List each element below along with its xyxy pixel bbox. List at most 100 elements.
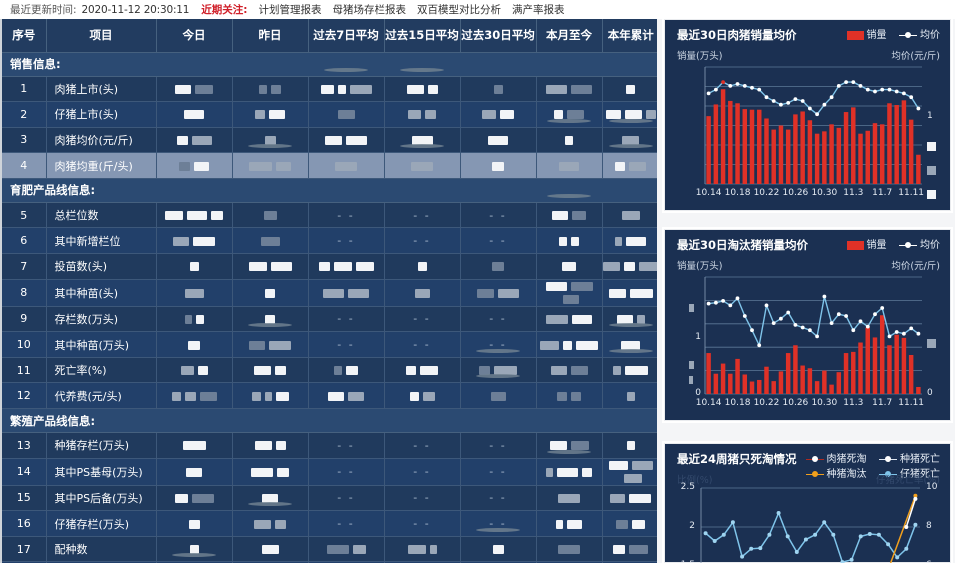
table-cell [232,76,309,103]
redacted-value [189,262,199,272]
table-row[interactable]: 7 投苗数(头) [2,253,657,280]
table-row[interactable]: 1 肉猪上市(头) [2,76,657,103]
link-double-hundred-model[interactable]: 双百模型对比分析 [416,4,501,16]
table-cell [156,76,233,103]
redacted-value [552,211,568,221]
table-cell [536,152,603,179]
line-swatch-icon [805,455,824,464]
x-axis-tick: 10.22 [753,398,780,408]
table-row[interactable]: 16 仔猪存栏(万头) - - - - - - [2,510,657,537]
table-cell [602,510,657,537]
redacted-value [629,288,653,298]
table-cell [602,76,657,103]
table-row[interactable]: 10 其中种苗(万头) - - - - - - [2,331,657,358]
col-today: 今日 [156,19,233,53]
col-yesterday: 昨日 [232,19,309,53]
table-cell [460,152,537,179]
x-axis-tick: 10.18 [724,188,751,198]
legend-item-breeder-death[interactable]: 种猪死亡 [879,450,940,465]
link-capacity-rate-report[interactable]: 满产率报表 [511,4,565,16]
link-plan-report[interactable]: 计划管理报表 [258,4,322,16]
table-cell [156,458,233,486]
table-row[interactable]: 12 代养费(元/头) [2,382,657,410]
table-row[interactable]: 17 配种数 [2,536,657,563]
table-cell [602,485,657,512]
table-cell [156,561,233,563]
legend-item-breeder-cull[interactable]: 种猪淘汰 [805,465,867,480]
redacted-value [334,366,342,376]
table-cell [156,306,233,333]
link-sow-inventory-report[interactable]: 母猪场存栏报表 [332,4,406,16]
table-row[interactable]: 5 总栏位数 - - - - - - [2,202,657,229]
empty-value: - - [337,208,355,222]
chart-cull-sales-svg [704,276,922,395]
metrics-table-panel: 序号 项目 今日 昨日 过去7日平均 过去15日平均 过去30日平均 本月至今 … [0,19,657,563]
table-cell [232,536,309,563]
table-cell [156,485,233,512]
chart1-legend: 销量 均价 [838,26,940,41]
table-row[interactable]: 15 其中PS后备(万头) - - - - - - [2,485,657,512]
table-cell [536,127,603,154]
table-row[interactable]: 8 其中种苗(头) [2,279,657,307]
legend-item-sales-volume[interactable]: 销量 [846,236,887,251]
table-row[interactable]: 6 其中新增栏位 - - - - - - [2,227,657,255]
redacted-value [572,211,586,221]
table-row[interactable]: 14 其中PS基母(万头) - - - - - - [2,458,657,486]
table-cell: - - [460,306,537,333]
table-cell [308,152,385,179]
redacted-value [546,467,553,477]
x-axis-tick: 10.14 [695,188,722,198]
empty-value: - - [337,338,355,352]
table-cell [384,152,461,179]
empty-value: - - [489,465,507,479]
table-row[interactable]: 4 肉猪均重(斤/头) [2,152,657,179]
redacted-value [571,236,579,246]
chart2-y2-axis-label: 均价(元/斤) [891,261,940,272]
table-cell [232,485,309,512]
redacted-axis-tick [927,166,936,175]
redacted-value [275,519,286,529]
redacted-value [188,519,200,529]
redacted-value [636,314,645,324]
metrics-table: 序号 项目 今日 昨日 过去7日平均 过去15日平均 过去30日平均 本月至今 … [2,19,657,563]
chart-mortality-24w-svg [700,487,920,563]
table-row[interactable]: 11 死亡率(%) [2,357,657,384]
redacted-value [603,262,621,272]
table-cell [232,279,309,307]
redacted-value [621,340,641,350]
legend-item-piglet-death[interactable]: 仔猪死亡 [879,465,940,480]
chart3-legend: 肉猪死淘 种猪死亡 种猪淘汰 仔猪死亡 [797,450,940,480]
redacted-value [269,340,291,350]
redacted-value [325,135,342,145]
redacted-value [615,161,626,171]
legend-item-avg-price[interactable]: 均价 [899,26,940,41]
table-cell [460,382,537,410]
table-cell: - - [384,306,461,333]
empty-value: - - [413,517,431,531]
table-cell [384,382,461,410]
table-row[interactable]: 3 肉猪均价(元/斤) [2,127,657,154]
redacted-value [626,391,635,401]
table-row[interactable]: 18分娩窝数 [2,561,657,563]
redacted-value [187,211,207,221]
x-axis-tick: 11.11 [898,188,925,198]
row-index: 5 [2,202,47,229]
table-row[interactable]: 13 种猪存栏(万头) - - - - - - [2,432,657,459]
table-row[interactable]: 9 存栏数(万头) - - - - - - [2,306,657,333]
redacted-value [259,84,267,94]
table-cell [308,357,385,384]
table-cell [232,227,309,255]
table-cell [460,76,537,103]
redacted-value [355,262,374,272]
legend-item-avg-price[interactable]: 均价 [899,236,940,251]
redacted-value [613,366,622,376]
redacted-value [616,519,629,529]
redacted-value [406,366,416,376]
redacted-value [570,282,593,292]
table-row[interactable]: 2 仔猪上市(头) [2,101,657,128]
table-section-header: 销售信息: [2,51,657,77]
legend-item-sales-volume[interactable]: 销量 [846,26,887,41]
redacted-value [545,282,567,292]
redacted-value [488,135,508,145]
legend-item-fattening-mortality[interactable]: 肉猪死淘 [805,450,867,465]
